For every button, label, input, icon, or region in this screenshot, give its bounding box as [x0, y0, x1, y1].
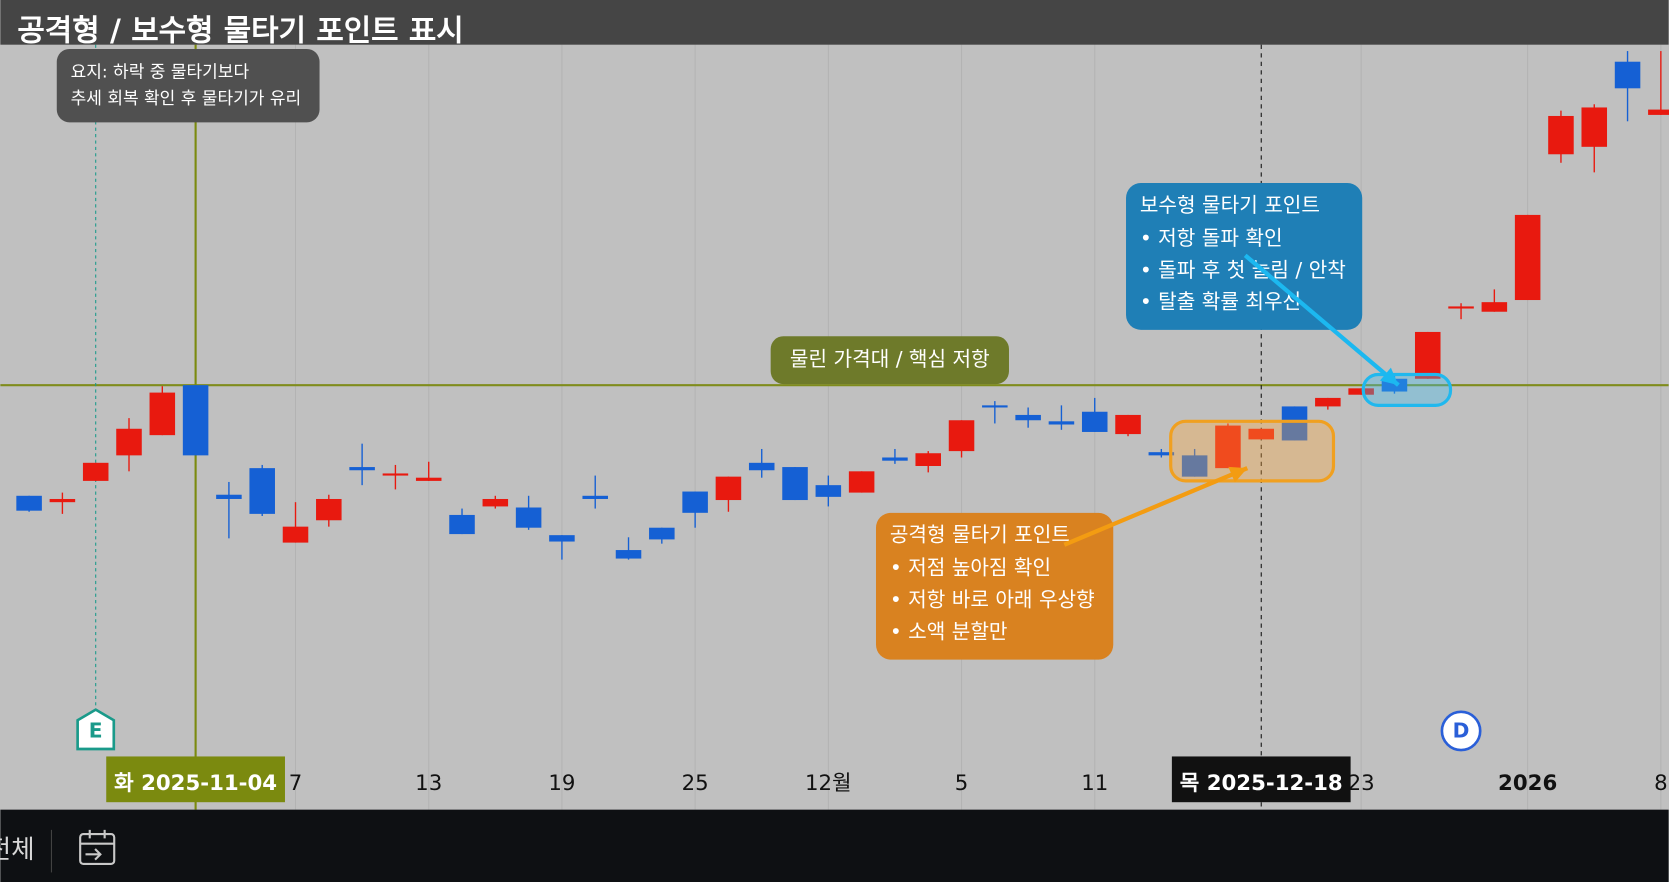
- note-box: [56, 48, 320, 123]
- candle-body: [682, 491, 708, 513]
- x-tick-label: 19: [548, 771, 575, 796]
- calendar-button[interactable]: [79, 829, 116, 865]
- event-badge: [1440, 710, 1482, 752]
- candle-body: [882, 457, 908, 461]
- toolbar: [0, 809, 1669, 882]
- chart-title: 공격형 / 보수형 물타기 포인트 표시: [17, 13, 463, 48]
- candle-body: [216, 494, 242, 499]
- conservative-box: [1126, 182, 1363, 330]
- candle-body: [149, 392, 176, 436]
- candle-body: [982, 405, 1008, 408]
- event-label: E: [89, 718, 103, 742]
- x-tick-label: 2026: [1498, 771, 1557, 796]
- x-tick-label: 8: [1654, 771, 1668, 796]
- aggressive-zone: [1169, 419, 1336, 483]
- conservative-arrow: [1243, 253, 1400, 387]
- x-tick-label: 23: [1348, 771, 1375, 796]
- candle-body: [482, 498, 509, 507]
- candle-body: [1281, 406, 1308, 441]
- x-tick-label: 12월: [805, 771, 852, 796]
- conservative-title: 보수형 물타기 포인트: [1140, 193, 1320, 217]
- x-tick-label: 13: [415, 771, 442, 796]
- x-tick-label: 11: [1081, 771, 1108, 796]
- candle-body: [1481, 302, 1508, 312]
- conservative-item: • 돌파 후 첫 눌림 / 안착: [1140, 258, 1346, 282]
- aggressive-arrow-head: [1228, 466, 1248, 483]
- candle-body: [649, 527, 675, 540]
- candle-body: [1015, 414, 1041, 421]
- candle-body: [282, 526, 309, 543]
- x-tick-label: 5: [955, 771, 969, 796]
- candle-body: [1648, 109, 1669, 115]
- resistance-label-box: [770, 336, 1009, 385]
- resistance-label: 물린 가격대 / 핵심 저항: [790, 347, 990, 371]
- aggressive-arrow: [1063, 466, 1249, 547]
- crosshair-label-box: [106, 756, 285, 803]
- aggressive-box: [875, 512, 1114, 660]
- candle-body: [1181, 455, 1208, 477]
- title-bar: [0, 0, 1669, 45]
- candle-body: [915, 453, 941, 467]
- candle-body: [1348, 388, 1374, 395]
- candle-body: [1115, 414, 1141, 435]
- conservative-zone: [1361, 372, 1453, 407]
- candle-body: [249, 468, 275, 514]
- candle-body: [16, 495, 42, 511]
- candle-body: [1215, 425, 1241, 469]
- crosshair-label: 화 2025-11-04: [114, 771, 277, 796]
- x-tick-label: 25: [682, 771, 709, 796]
- event-badge: [76, 708, 116, 751]
- candle-body: [1414, 331, 1441, 379]
- candle-body: [82, 462, 109, 481]
- candle-body: [1581, 107, 1608, 147]
- candle-body: [1048, 421, 1075, 425]
- aggressive-item: • 저항 바로 아래 우상향: [890, 588, 1095, 612]
- candle-body: [1614, 61, 1641, 89]
- candle-body: [549, 535, 575, 542]
- candle-body: [748, 462, 775, 471]
- range-button[interactable]: 전체: [0, 835, 35, 865]
- crosshair-label-box: [1171, 756, 1351, 803]
- candle-body: [415, 477, 442, 481]
- candle-body: [715, 476, 742, 501]
- event-label: D: [1453, 718, 1470, 742]
- candle-body: [582, 495, 608, 499]
- aggressive-item: • 저점 높아짐 확인: [890, 556, 1051, 580]
- candle-body: [1315, 397, 1341, 407]
- crosshair-label: 목 2025-12-18: [1180, 771, 1343, 796]
- note-line: 요지: 하락 중 물타기보다: [71, 62, 250, 82]
- candle-body: [316, 498, 342, 521]
- conservative-item: • 저항 돌파 확인: [1140, 226, 1283, 250]
- conservative-arrow-head: [1379, 367, 1399, 386]
- candle-body: [1148, 452, 1175, 456]
- candle-body: [815, 485, 842, 497]
- candle-body: [848, 471, 875, 493]
- candle-body: [49, 498, 76, 503]
- candle-body: [182, 385, 209, 456]
- aggressive-item: • 소액 분할만: [890, 620, 1008, 644]
- candle-body: [515, 507, 542, 528]
- candle-body: [615, 550, 642, 559]
- candle-body: [1514, 214, 1541, 301]
- candle-body: [449, 514, 475, 535]
- conservative-item: • 탈출 확률 최우선: [1140, 290, 1301, 314]
- candle-body: [382, 473, 409, 476]
- candle-body: [1448, 306, 1474, 309]
- candle-body: [116, 428, 142, 456]
- aggressive-title: 공격형 물타기 포인트: [890, 523, 1070, 547]
- candle-body: [349, 467, 375, 471]
- candle-body: [1548, 115, 1574, 155]
- candle-body: [782, 467, 808, 501]
- note-line: 추세 회복 확인 후 물타기가 유리: [71, 89, 302, 109]
- x-tick-label: 7: [289, 771, 303, 796]
- candle-body: [1081, 411, 1108, 432]
- candle-body: [1248, 428, 1275, 440]
- candle-body: [948, 420, 975, 452]
